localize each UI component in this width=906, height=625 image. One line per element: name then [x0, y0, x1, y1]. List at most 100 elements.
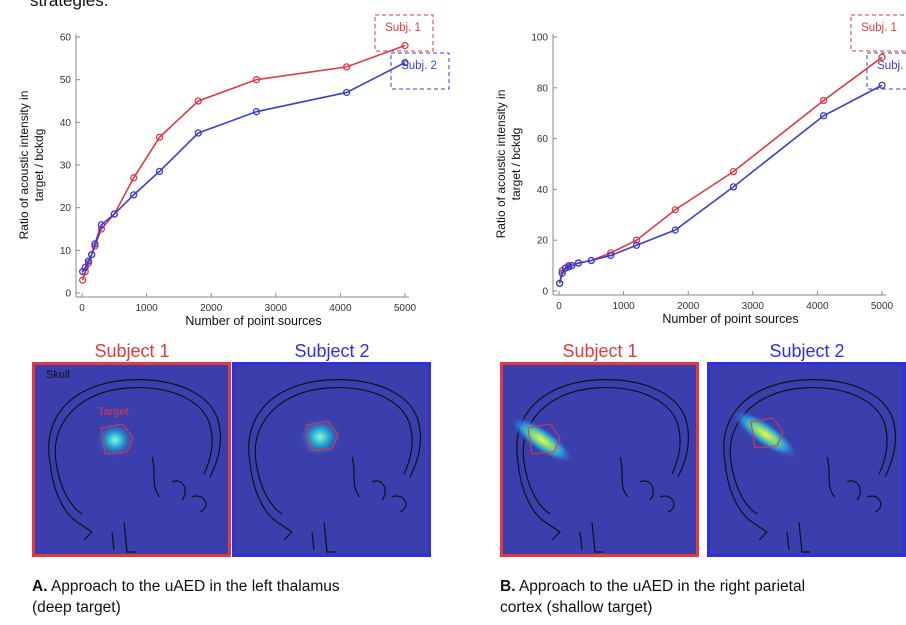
data-point [130, 174, 138, 182]
data-point [97, 221, 106, 229]
data-point [88, 250, 96, 259]
caption-label: B. [500, 578, 516, 595]
legend-label: Subj. 1 [385, 22, 421, 34]
subject-label: Subject 1 [94, 341, 169, 361]
y-axis-label: Ratio of acoustic intensity in [17, 91, 31, 240]
x-tick-label: 1000 [612, 301, 635, 312]
data-point [78, 276, 87, 284]
acoustic-hotspot [298, 417, 342, 457]
caption: B. Approach to the uAED in the right par… [500, 576, 805, 618]
y-tick-label: 50 [60, 75, 72, 86]
x-axis-label: Number of point sources [662, 312, 798, 326]
brain-image [32, 362, 231, 557]
y-tick-label: 40 [60, 118, 72, 129]
acoustic-hotspot [731, 409, 799, 459]
data-point [819, 96, 828, 105]
target-outline [527, 423, 561, 455]
skull-outline [723, 379, 897, 553]
target-outline [750, 417, 784, 449]
data-point [819, 112, 828, 120]
image-frame [500, 362, 699, 557]
data-point [155, 167, 164, 176]
annotation: Skull [46, 369, 70, 381]
brain-image [232, 362, 431, 557]
acoustic-hotspot [510, 416, 574, 464]
data-point [401, 58, 409, 67]
data-point [252, 108, 261, 116]
data-point [342, 88, 351, 97]
target-outline [100, 423, 134, 455]
data-point [401, 41, 409, 50]
acoustic-hotspot [95, 422, 135, 458]
data-point [587, 256, 595, 265]
image-frame [232, 362, 431, 557]
data-point [632, 236, 641, 244]
target-outline [305, 420, 339, 452]
subject-label: Subject 1 [562, 341, 637, 361]
data-point [574, 259, 583, 267]
legend-box [374, 14, 434, 52]
x-tick-label: 0 [556, 301, 562, 312]
x-tick-label: 2000 [200, 303, 223, 314]
series-line [81, 61, 406, 273]
caption-line: Approach to the uAED in the right pariet… [518, 578, 806, 595]
y-axis-label: target / bckdg [32, 129, 46, 202]
subject-label: Subject 2 [769, 341, 844, 361]
series-line [81, 44, 406, 281]
data-point [561, 264, 570, 272]
skull-outline [516, 379, 690, 553]
y-tick-label: 20 [537, 236, 549, 247]
y-axis-label: Ratio of acoustic intensity in [494, 90, 508, 239]
data-point [252, 76, 261, 84]
data-point [130, 191, 138, 199]
skull-outline [48, 379, 222, 553]
caption-label: A. [32, 578, 48, 595]
x-tick-label: 3000 [265, 303, 288, 314]
data-point [558, 269, 566, 277]
y-tick-label: 100 [531, 33, 548, 44]
skull-outline [248, 379, 422, 553]
legend-label: Subj. 1 [861, 22, 897, 34]
x-axis-label: Number of point sources [185, 314, 321, 328]
annotation: Target [98, 406, 129, 418]
legend-box [866, 52, 906, 90]
x-tick-label: 2000 [677, 301, 700, 312]
data-point [671, 206, 679, 214]
image-frame [32, 362, 231, 557]
x-tick-label: 4000 [329, 303, 352, 314]
data-point [555, 279, 564, 288]
x-tick-label: 4000 [806, 301, 829, 312]
y-tick-label: 0 [542, 287, 548, 298]
data-point [91, 240, 99, 248]
data-point [84, 257, 93, 265]
data-point [671, 226, 679, 234]
series-line [558, 56, 883, 284]
data-point [565, 263, 573, 271]
y-tick-label: 80 [537, 83, 549, 94]
data-point [568, 261, 576, 270]
y-tick-label: 60 [537, 134, 549, 145]
subject-label: Subject 2 [294, 341, 369, 361]
data-point [878, 53, 886, 61]
image-frame [707, 362, 906, 557]
brain-image [500, 362, 699, 557]
legend-label: Subj. 2 [877, 60, 906, 72]
x-tick-label: 0 [79, 303, 85, 314]
y-tick-label: 20 [60, 203, 72, 214]
legend-box [390, 52, 450, 90]
x-tick-label: 3000 [742, 301, 765, 312]
y-tick-label: 30 [60, 161, 72, 172]
y-tick-label: 10 [60, 246, 72, 257]
x-tick-label: 1000 [135, 303, 158, 314]
data-point [194, 97, 202, 105]
data-point [110, 210, 118, 218]
data-point [607, 251, 615, 260]
header-text: strategies. [30, 0, 109, 10]
caption: A. Approach to the uAED in the left thal… [32, 576, 340, 618]
data-point [155, 133, 164, 141]
x-tick-label: 5000 [394, 303, 417, 314]
y-tick-label: 40 [537, 185, 549, 196]
y-tick-label: 0 [65, 289, 71, 300]
